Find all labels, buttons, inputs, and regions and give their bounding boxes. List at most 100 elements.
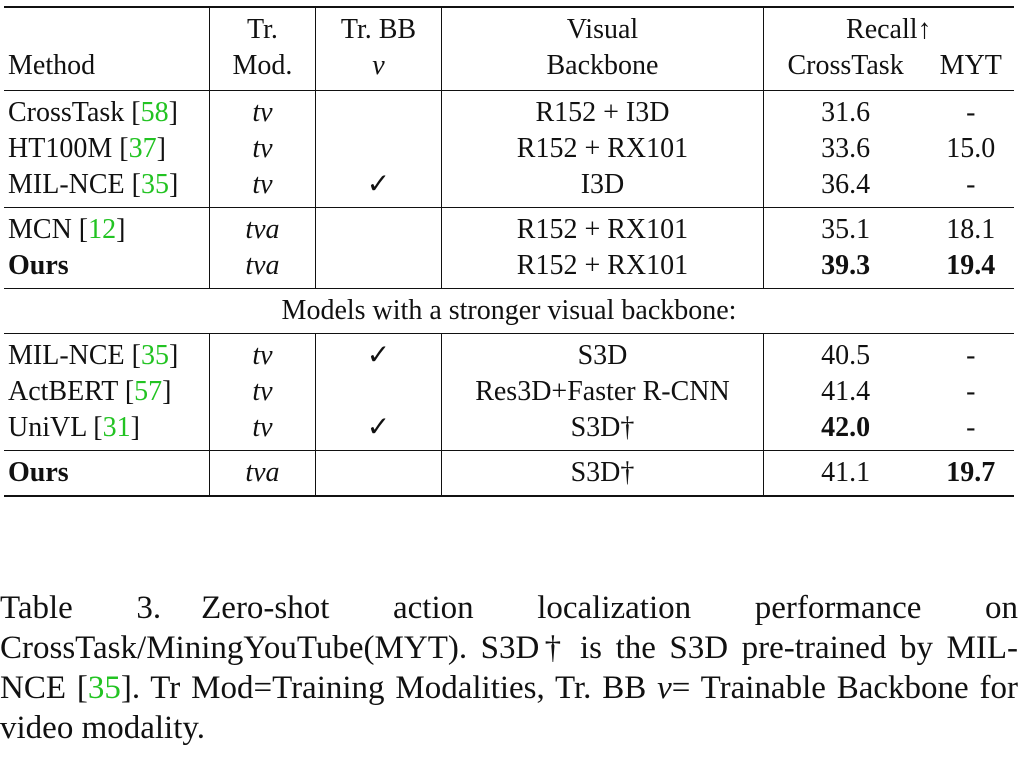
visual-backbone-cell: R152 + I3D <box>441 90 764 131</box>
caption-text-3: = Trainable Backbone for video modality. <box>0 670 1018 746</box>
header-tr-mod-line2: Mod. <box>209 48 316 91</box>
table-row: MCN [12] tva R152 + RX101 35.1 18.1 <box>4 207 1014 248</box>
visual-backbone-cell: R152 + RX101 <box>441 131 764 167</box>
method-name: UniVL <box>8 412 87 443</box>
myt-cell: 19.4 <box>946 250 996 281</box>
citation-link[interactable]: 57 <box>134 376 163 407</box>
visual-backbone-cell: I3D <box>441 167 764 208</box>
results-table-container: Tr. Tr. BB Visual Recall↑ Method Mod. v … <box>4 6 1014 497</box>
modality-cell: tva <box>209 248 316 289</box>
caption-text-1: Zero-shot action localization performanc… <box>0 590 1018 706</box>
crosstask-cell: 40.5 <box>821 340 871 371</box>
citation-link[interactable]: 35 <box>140 340 169 371</box>
visual-backbone-cell: Res3D+Faster R-CNN <box>441 374 764 410</box>
trainable-backbone-cell <box>315 131 443 167</box>
method-cell: Ours <box>8 250 69 281</box>
header-tr-bb-line2: v <box>315 48 443 91</box>
myt-cell: 15.0 <box>946 133 996 164</box>
header-visual-line1: Visual <box>441 7 764 48</box>
caption-label: Table 3. <box>0 590 162 626</box>
citation-link[interactable]: 31 <box>102 412 131 443</box>
myt-cell: - <box>966 97 976 128</box>
modality-cell: tv <box>209 90 316 131</box>
trainable-backbone-cell <box>315 90 443 131</box>
section-label: Models with a stronger visual backbone: <box>281 295 737 326</box>
table-row: UniVL [31] tv ✓ S3D† 42.0 - <box>4 410 1014 451</box>
checkmark-icon: ✓ <box>315 167 443 208</box>
results-table: Tr. Tr. BB Visual Recall↑ Method Mod. v … <box>4 6 1014 497</box>
crosstask-cell: 41.1 <box>821 457 871 488</box>
table-row: ActBERT [57] tv Res3D+Faster R-CNN 41.4 … <box>4 374 1014 410</box>
trainable-backbone-cell <box>315 248 443 289</box>
visual-backbone-cell: R152 + RX101 <box>441 207 764 248</box>
header-row-1: Tr. Tr. BB Visual Recall↑ <box>4 7 1014 48</box>
method-cell: CrossTask [58] <box>8 97 178 128</box>
method-cell: Ours <box>8 457 69 488</box>
method-name: ActBERT <box>8 376 118 407</box>
modality-cell: tv <box>209 131 316 167</box>
table-row: CrossTask [58] tv R152 + I3D 31.6 - <box>4 90 1014 131</box>
citation-link[interactable]: 58 <box>140 97 169 128</box>
modality-cell: tva <box>209 207 316 248</box>
crosstask-cell: 33.6 <box>821 133 871 164</box>
table-row: Ours tva S3D† 41.1 19.7 <box>4 450 1014 496</box>
method-name: MCN <box>8 214 72 245</box>
header-myt: MYT <box>939 50 1002 81</box>
method-cell: MIL-NCE [35] <box>8 169 179 200</box>
myt-cell: - <box>966 376 976 407</box>
table-row: Ours tva R152 + RX101 39.3 19.4 <box>4 248 1014 289</box>
trainable-backbone-cell <box>315 207 443 248</box>
crosstask-cell: 39.3 <box>821 250 871 281</box>
visual-backbone-cell: S3D† <box>441 410 764 451</box>
method-cell: MIL-NCE [35] <box>8 340 179 371</box>
myt-cell: - <box>966 340 976 371</box>
visual-backbone-cell: S3D† <box>441 450 764 496</box>
header-row-2: Method Mod. v Backbone CrossTask MYT <box>4 48 1014 91</box>
table-row: HT100M [37] tv R152 + RX101 33.6 15.0 <box>4 131 1014 167</box>
checkmark-icon: ✓ <box>315 333 443 374</box>
table-row: MIL-NCE [35] tv ✓ S3D 40.5 - <box>4 333 1014 374</box>
header-method-empty <box>4 7 210 48</box>
citation-link[interactable]: 35 <box>140 169 169 200</box>
section-row: Models with a stronger visual backbone: <box>4 288 1014 334</box>
trainable-backbone-cell <box>315 450 443 496</box>
modality-cell: tva <box>209 450 316 496</box>
method-cell: ActBERT [57] <box>8 376 172 407</box>
modality-cell: tv <box>209 374 316 410</box>
modality-cell: tv <box>209 333 316 374</box>
method-name: CrossTask <box>8 97 125 128</box>
caption-variable-v: v <box>657 670 672 706</box>
method-name: HT100M <box>8 133 113 164</box>
checkmark-icon: ✓ <box>315 410 443 451</box>
citation-link[interactable]: 37 <box>128 133 157 164</box>
header-recall: Recall↑ <box>846 14 932 45</box>
method-name: MIL-NCE <box>8 340 125 371</box>
crosstask-cell: 35.1 <box>821 214 871 245</box>
crosstask-cell: 31.6 <box>821 97 871 128</box>
trainable-backbone-cell <box>315 374 443 410</box>
table-caption: Table 3. Zero-shot action localization pe… <box>0 588 1018 748</box>
table-row: MIL-NCE [35] tv ✓ I3D 36.4 - <box>4 167 1014 208</box>
method-cell: UniVL [31] <box>8 412 140 443</box>
visual-backbone-cell: R152 + RX101 <box>441 248 764 289</box>
myt-cell: 18.1 <box>946 214 996 245</box>
crosstask-cell: 42.0 <box>821 412 871 443</box>
header-method: Method <box>8 50 96 81</box>
method-cell: HT100M [37] <box>8 133 166 164</box>
header-crosstask: CrossTask <box>787 50 904 81</box>
method-cell: MCN [12] <box>8 214 126 245</box>
myt-cell: 19.7 <box>946 457 996 488</box>
crosstask-cell: 36.4 <box>821 169 871 200</box>
caption-text-2: ]. Tr Mod=Training Modalities, Tr. BB <box>120 670 658 706</box>
method-name: MIL-NCE <box>8 169 125 200</box>
myt-cell: - <box>966 412 976 443</box>
visual-backbone-cell: S3D <box>441 333 764 374</box>
myt-cell: - <box>966 169 976 200</box>
citation-link[interactable]: 12 <box>88 214 117 245</box>
citation-link[interactable]: 35 <box>87 670 121 706</box>
header-tr-bb-line1: Tr. BB <box>315 7 443 48</box>
header-tr-mod-line1: Tr. <box>209 7 316 48</box>
crosstask-cell: 41.4 <box>821 376 871 407</box>
header-visual-line2: Backbone <box>441 48 764 91</box>
modality-cell: tv <box>209 410 316 451</box>
